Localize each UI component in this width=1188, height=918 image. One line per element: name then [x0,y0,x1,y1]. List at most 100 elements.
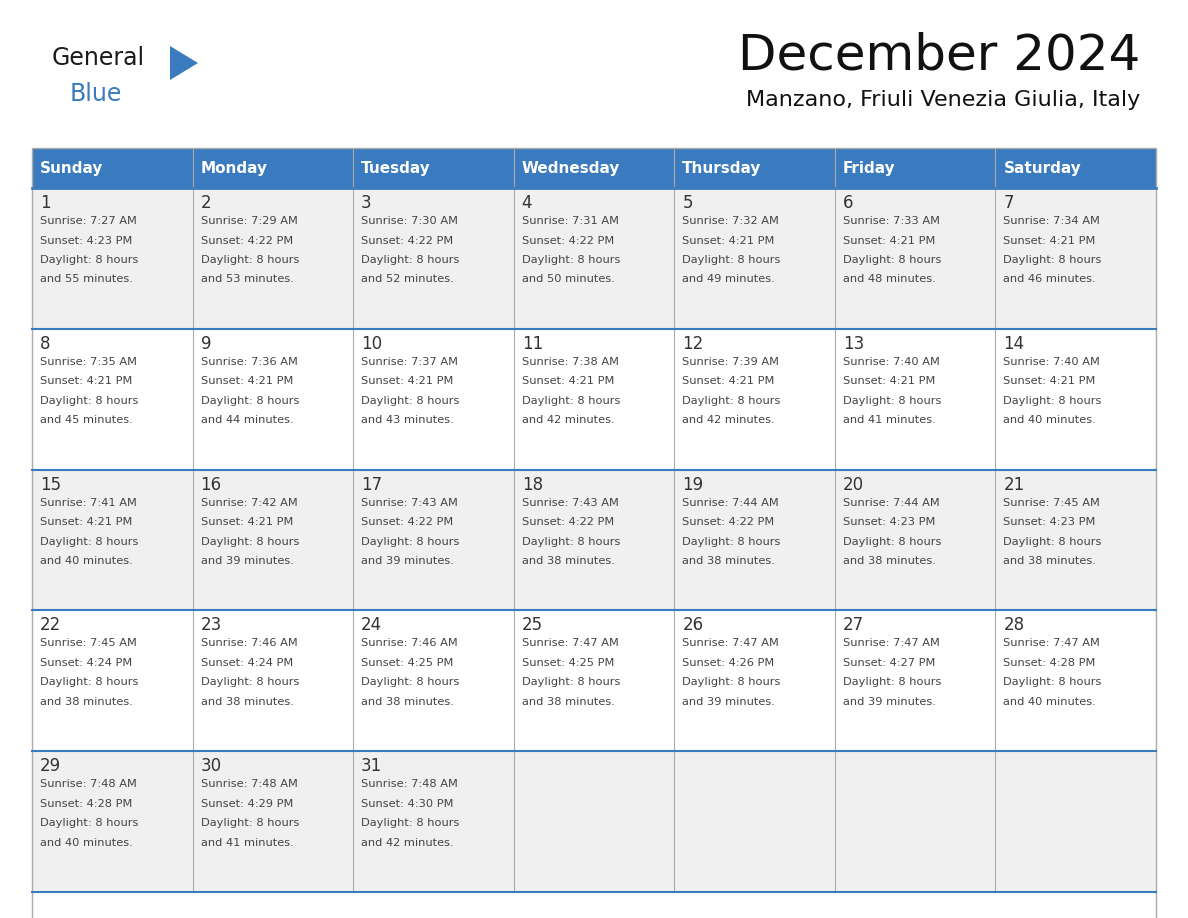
Text: Thursday: Thursday [682,161,762,175]
Text: 27: 27 [842,616,864,634]
Text: Sunset: 4:21 PM: Sunset: 4:21 PM [201,376,293,386]
Text: Sunrise: 7:27 AM: Sunrise: 7:27 AM [40,216,137,226]
Text: Sunrise: 7:35 AM: Sunrise: 7:35 AM [40,357,137,367]
Text: 6: 6 [842,194,853,212]
Text: Sunset: 4:23 PM: Sunset: 4:23 PM [1004,517,1095,527]
Text: and 39 minutes.: and 39 minutes. [842,697,936,707]
Text: Daylight: 8 hours: Daylight: 8 hours [1004,537,1101,546]
Text: Sunset: 4:24 PM: Sunset: 4:24 PM [201,658,292,668]
Text: 28: 28 [1004,616,1024,634]
Text: Sunset: 4:25 PM: Sunset: 4:25 PM [361,658,454,668]
Bar [675,751,835,892]
Text: Sunset: 4:22 PM: Sunset: 4:22 PM [361,517,454,527]
Text: Sunset: 4:28 PM: Sunset: 4:28 PM [1004,658,1095,668]
Text: Sunrise: 7:47 AM: Sunrise: 7:47 AM [682,638,779,648]
Bar [835,751,996,892]
Text: Sunset: 4:21 PM: Sunset: 4:21 PM [682,236,775,245]
Text: Daylight: 8 hours: Daylight: 8 hours [682,396,781,406]
Text: 30: 30 [201,757,222,775]
Bar [353,329,513,470]
Text: Daylight: 8 hours: Daylight: 8 hours [682,677,781,688]
Text: Sunset: 4:21 PM: Sunset: 4:21 PM [201,517,293,527]
Text: Sunset: 4:21 PM: Sunset: 4:21 PM [40,517,132,527]
Text: Sunrise: 7:48 AM: Sunrise: 7:48 AM [361,779,459,789]
Text: Sunset: 4:21 PM: Sunset: 4:21 PM [40,376,132,386]
Text: 25: 25 [522,616,543,634]
Bar [675,610,835,751]
Text: 31: 31 [361,757,383,775]
Text: Sunrise: 7:48 AM: Sunrise: 7:48 AM [201,779,297,789]
Text: Daylight: 8 hours: Daylight: 8 hours [40,677,138,688]
Text: Daylight: 8 hours: Daylight: 8 hours [842,537,941,546]
Text: and 48 minutes.: and 48 minutes. [842,274,936,285]
Text: and 44 minutes.: and 44 minutes. [201,415,293,425]
Text: Monday: Monday [201,161,267,175]
Bar [192,751,353,892]
Text: Wednesday: Wednesday [522,161,620,175]
Text: Sunset: 4:29 PM: Sunset: 4:29 PM [201,799,293,809]
Text: Daylight: 8 hours: Daylight: 8 hours [361,396,460,406]
Text: Daylight: 8 hours: Daylight: 8 hours [40,537,138,546]
Text: Sunset: 4:24 PM: Sunset: 4:24 PM [40,658,132,668]
Text: and 41 minutes.: and 41 minutes. [842,415,936,425]
Text: and 42 minutes.: and 42 minutes. [361,838,454,847]
Text: 22: 22 [40,616,62,634]
Text: Sunrise: 7:37 AM: Sunrise: 7:37 AM [361,357,459,367]
Text: Daylight: 8 hours: Daylight: 8 hours [1004,677,1101,688]
Text: and 40 minutes.: and 40 minutes. [40,838,133,847]
Text: Sunset: 4:22 PM: Sunset: 4:22 PM [522,236,614,245]
Text: Sunrise: 7:44 AM: Sunrise: 7:44 AM [682,498,779,508]
Text: 21: 21 [1004,476,1025,494]
Text: 29: 29 [40,757,61,775]
Text: and 50 minutes.: and 50 minutes. [522,274,614,285]
Text: 2: 2 [201,194,211,212]
Text: Sunrise: 7:42 AM: Sunrise: 7:42 AM [201,498,297,508]
Bar [835,610,996,751]
Text: and 38 minutes.: and 38 minutes. [201,697,293,707]
Text: Daylight: 8 hours: Daylight: 8 hours [1004,255,1101,265]
Text: and 42 minutes.: and 42 minutes. [522,415,614,425]
Text: Sunset: 4:23 PM: Sunset: 4:23 PM [40,236,132,245]
Text: Sunset: 4:21 PM: Sunset: 4:21 PM [522,376,614,386]
Text: Sunset: 4:22 PM: Sunset: 4:22 PM [682,517,775,527]
Text: Sunrise: 7:31 AM: Sunrise: 7:31 AM [522,216,619,226]
Text: Sunrise: 7:47 AM: Sunrise: 7:47 AM [842,638,940,648]
Text: Sunrise: 7:38 AM: Sunrise: 7:38 AM [522,357,619,367]
Text: Sunset: 4:30 PM: Sunset: 4:30 PM [361,799,454,809]
Text: and 40 minutes.: and 40 minutes. [40,556,133,566]
Text: Daylight: 8 hours: Daylight: 8 hours [522,677,620,688]
Text: Sunrise: 7:41 AM: Sunrise: 7:41 AM [40,498,137,508]
Text: Sunrise: 7:34 AM: Sunrise: 7:34 AM [1004,216,1100,226]
Text: 3: 3 [361,194,372,212]
Text: Daylight: 8 hours: Daylight: 8 hours [201,677,299,688]
Bar [353,610,513,751]
Text: Sunset: 4:26 PM: Sunset: 4:26 PM [682,658,775,668]
Text: 17: 17 [361,476,383,494]
Text: Sunset: 4:21 PM: Sunset: 4:21 PM [682,376,775,386]
Text: 24: 24 [361,616,383,634]
Text: Daylight: 8 hours: Daylight: 8 hours [682,255,781,265]
Text: and 39 minutes.: and 39 minutes. [682,697,775,707]
Bar [32,148,1156,918]
Bar [32,610,192,751]
Bar [32,148,1156,188]
Bar [353,751,513,892]
Text: 15: 15 [40,476,61,494]
Text: Daylight: 8 hours: Daylight: 8 hours [361,818,460,828]
Text: Sunrise: 7:43 AM: Sunrise: 7:43 AM [361,498,459,508]
Text: Sunset: 4:21 PM: Sunset: 4:21 PM [361,376,454,386]
Text: 20: 20 [842,476,864,494]
Text: and 53 minutes.: and 53 minutes. [201,274,293,285]
Text: Manzano, Friuli Venezia Giulia, Italy: Manzano, Friuli Venezia Giulia, Italy [746,90,1140,110]
Text: Daylight: 8 hours: Daylight: 8 hours [522,396,620,406]
Bar [675,188,835,329]
Text: Sunset: 4:21 PM: Sunset: 4:21 PM [1004,376,1095,386]
Bar [513,188,675,329]
Text: Daylight: 8 hours: Daylight: 8 hours [361,677,460,688]
Text: Sunset: 4:22 PM: Sunset: 4:22 PM [201,236,292,245]
Text: 4: 4 [522,194,532,212]
Text: Sunrise: 7:43 AM: Sunrise: 7:43 AM [522,498,619,508]
Text: Sunrise: 7:29 AM: Sunrise: 7:29 AM [201,216,297,226]
Text: and 38 minutes.: and 38 minutes. [522,556,614,566]
Text: and 41 minutes.: and 41 minutes. [201,838,293,847]
